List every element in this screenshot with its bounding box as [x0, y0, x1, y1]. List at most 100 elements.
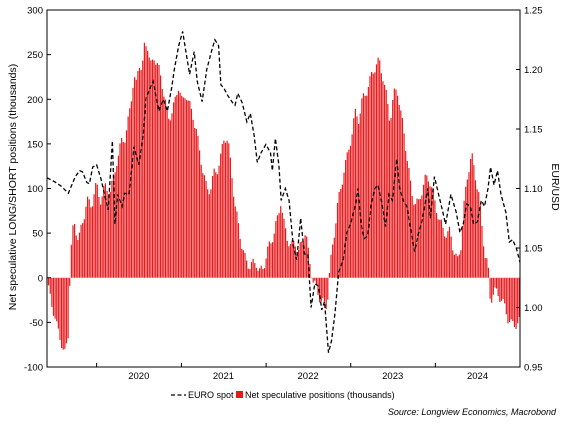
position-bar	[338, 191, 340, 278]
position-bar	[171, 113, 173, 278]
position-bar	[228, 143, 230, 278]
position-bar	[208, 194, 210, 278]
position-bar	[499, 277, 501, 303]
position-bar	[476, 189, 478, 278]
position-bar	[281, 212, 283, 278]
position-bar	[473, 165, 475, 278]
position-bar	[362, 93, 365, 278]
position-bar	[505, 277, 507, 315]
position-bar	[48, 277, 50, 286]
position-bar	[216, 174, 219, 278]
position-bar	[252, 258, 254, 278]
position-bar	[345, 160, 347, 278]
position-bar	[190, 108, 193, 278]
position-bar	[395, 89, 397, 278]
position-bar	[494, 277, 496, 288]
position-bar	[422, 184, 425, 278]
position-bar	[455, 253, 457, 278]
position-bar	[65, 277, 68, 344]
right-tick-label: 1.25	[524, 6, 543, 17]
position-bar	[495, 277, 498, 289]
position-bar	[119, 143, 121, 278]
position-bar	[88, 199, 90, 278]
right-tick-label: 1.15	[524, 125, 543, 136]
position-bar	[486, 258, 488, 278]
position-bar	[418, 199, 420, 278]
position-bar	[478, 192, 480, 278]
position-bar	[132, 87, 134, 278]
x-axis: 2020 2021 2022 2023 2024	[96, 363, 488, 382]
position-bar	[336, 202, 339, 278]
position-bar	[487, 267, 490, 278]
position-bar	[143, 42, 145, 278]
position-bar	[150, 60, 152, 278]
left-tick-label: 100	[27, 184, 43, 195]
position-bar	[138, 68, 141, 278]
legend: EURO spot Net speculative positions (tho…	[171, 390, 395, 400]
position-bar	[343, 172, 345, 278]
position-bar	[372, 73, 374, 278]
position-bar	[504, 277, 506, 304]
position-bar	[492, 277, 494, 295]
right-tick-label: 1.20	[524, 65, 543, 76]
position-bar	[67, 277, 69, 339]
position-bar	[112, 175, 115, 278]
position-bar	[398, 105, 400, 278]
position-bar	[262, 269, 264, 278]
left-axis-title: Net speculative LONG/SHORT positions (th…	[7, 64, 19, 310]
right-tick-label: 0.95	[524, 363, 543, 374]
position-bar	[515, 277, 517, 330]
position-bar	[111, 180, 113, 278]
position-bar	[255, 267, 257, 278]
position-bar	[474, 180, 477, 278]
position-bar	[99, 204, 102, 278]
position-bar	[359, 113, 361, 278]
position-bar	[72, 225, 74, 278]
position-bar	[224, 142, 227, 278]
position-bar	[340, 188, 342, 278]
position-bar	[379, 60, 381, 278]
position-bar	[385, 89, 387, 278]
position-bar	[435, 213, 438, 278]
position-bar	[406, 161, 408, 278]
position-bar	[265, 258, 267, 278]
position-bar	[434, 200, 436, 278]
position-bar	[468, 172, 470, 278]
position-bar	[203, 175, 206, 278]
position-bar	[109, 191, 111, 278]
position-bar	[448, 226, 451, 278]
position-bar	[246, 260, 248, 278]
position-bar	[69, 277, 71, 286]
right-axis: 0.95 1.00 1.05 1.10 1.15 1.20 1.25	[516, 6, 543, 374]
position-bar	[322, 277, 324, 299]
position-bar	[270, 243, 272, 278]
position-bar	[211, 175, 214, 278]
position-bar	[437, 219, 439, 278]
position-bar	[291, 240, 293, 278]
position-bar	[164, 99, 167, 278]
position-bar	[286, 240, 288, 278]
position-bar	[114, 172, 116, 278]
position-bar	[176, 95, 178, 278]
position-bar	[83, 219, 85, 278]
position-bar	[64, 277, 66, 349]
position-bar	[272, 242, 274, 278]
position-bar	[194, 127, 196, 278]
position-bar	[177, 90, 180, 278]
position-bar	[304, 235, 306, 278]
position-bar	[510, 277, 512, 320]
position-bar	[61, 277, 63, 349]
position-bar	[169, 120, 171, 278]
position-bar	[158, 65, 160, 278]
position-bar	[259, 268, 261, 278]
position-bar	[124, 142, 126, 278]
position-bar	[280, 206, 282, 278]
position-bar	[125, 130, 128, 278]
position-bar	[49, 277, 51, 294]
position-bar	[117, 155, 120, 278]
position-bar	[289, 243, 292, 278]
position-bar	[484, 258, 486, 278]
position-bar	[121, 137, 123, 278]
position-bar	[333, 237, 335, 278]
